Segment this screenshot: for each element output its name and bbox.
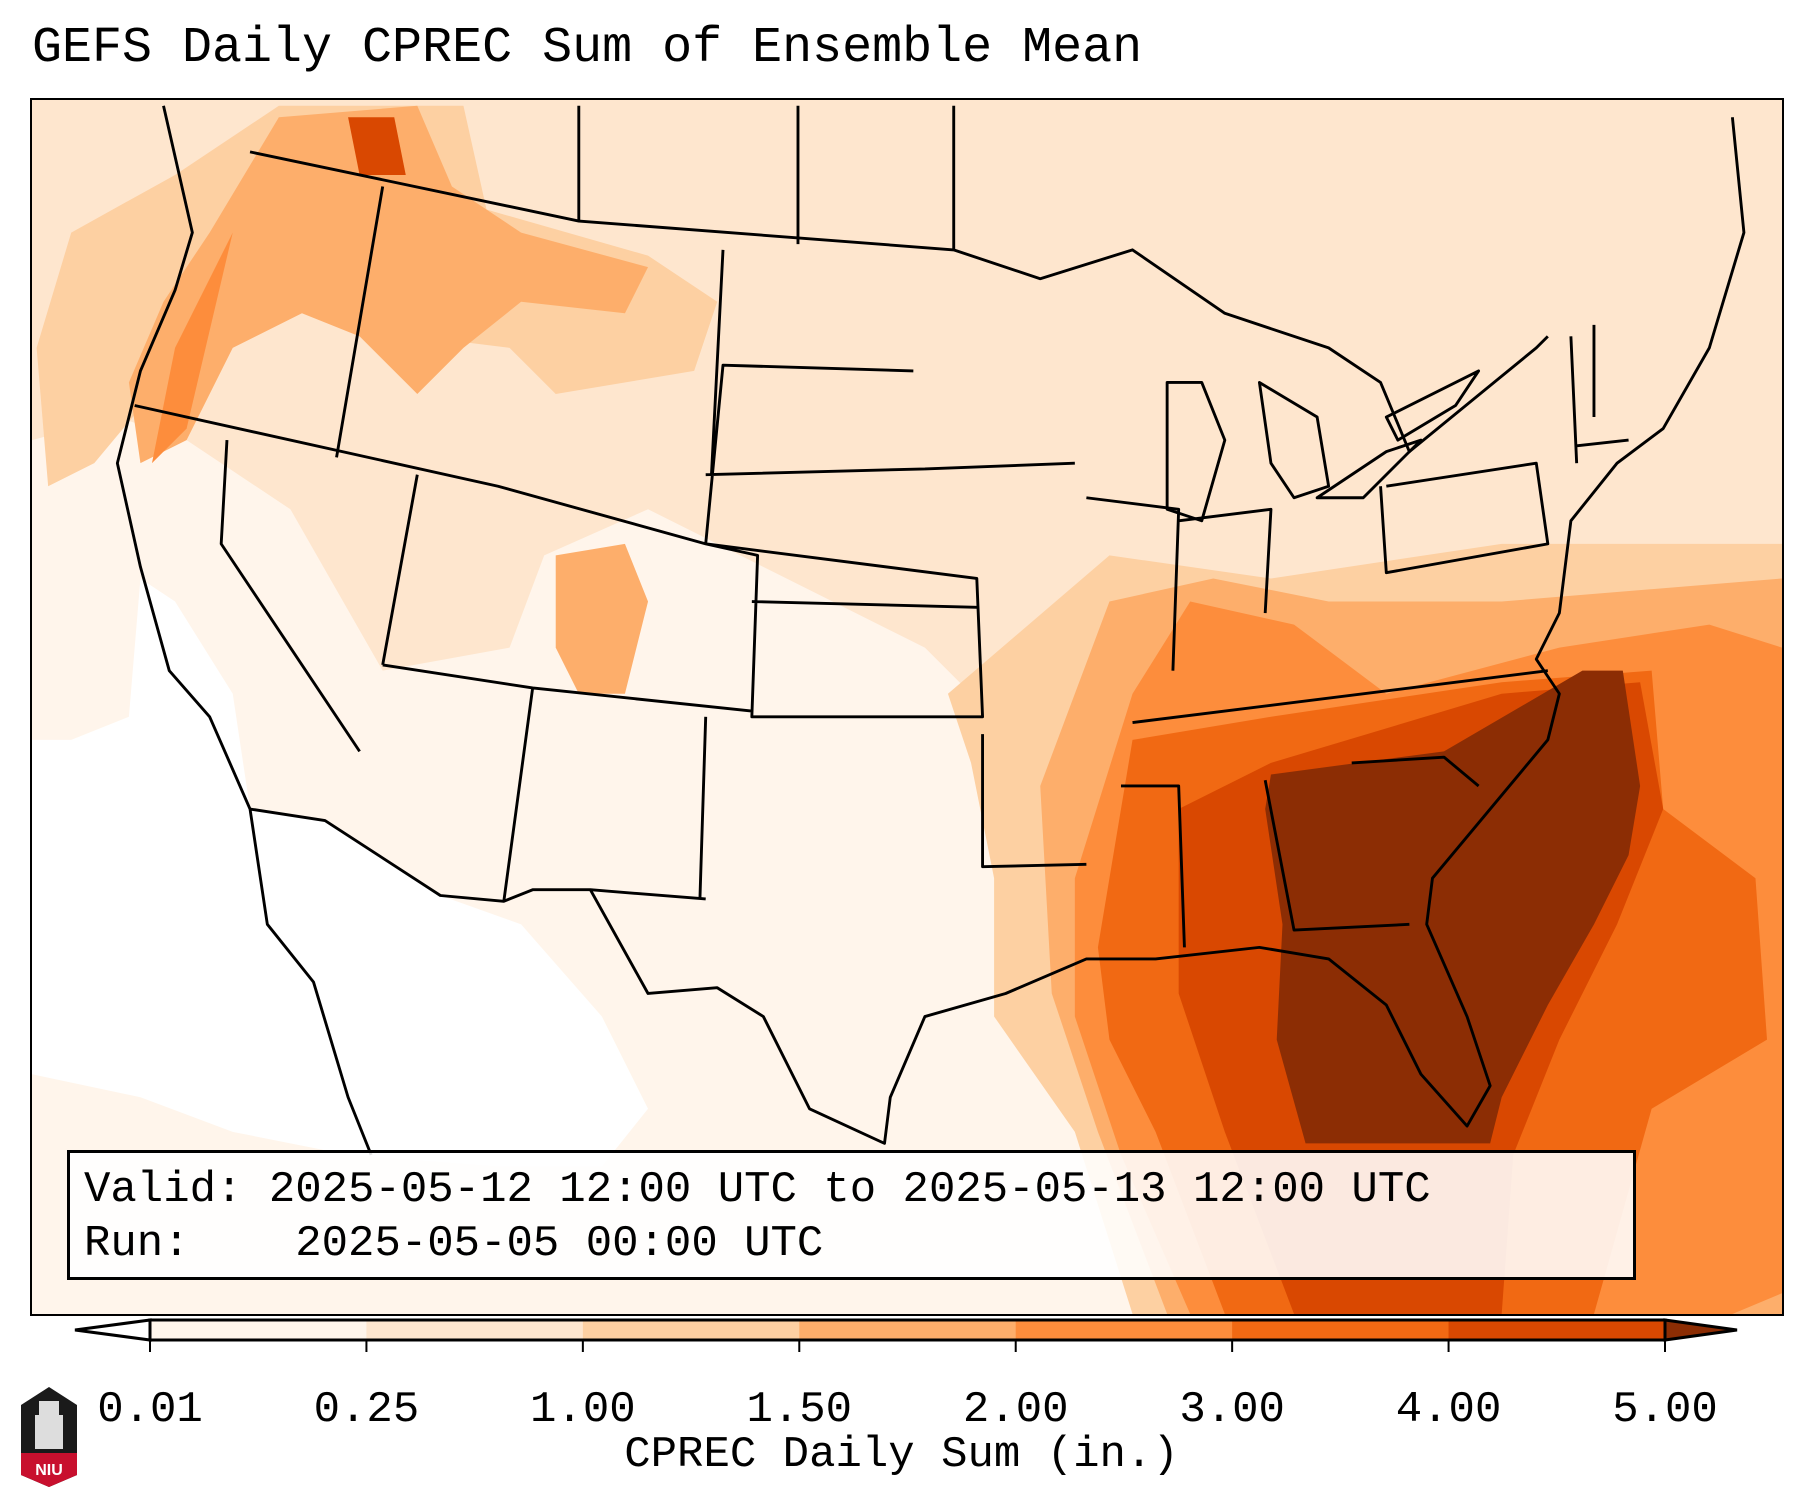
colorbar-tick-label: 2.00: [962, 1385, 1069, 1435]
svg-text:NIU: NIU: [35, 1462, 63, 1479]
map-title: GEFS Daily CPREC Sum of Ensemble Mean: [32, 20, 1143, 77]
precip-2.00-3.00-nw2: [348, 117, 406, 175]
colorbar-tick-label: 1.00: [530, 1385, 636, 1435]
colorbar-segment: [582, 1320, 800, 1340]
colorbar-segment: [366, 1320, 584, 1340]
valid-label: Valid:: [84, 1165, 243, 1215]
precip-over-5.00-se: [1265, 670, 1641, 1144]
colorbar-under-triangle: [74, 1318, 152, 1342]
colorbar-tick-label: 1.50: [746, 1385, 853, 1435]
precipitation-map: [30, 98, 1784, 1316]
colorbar-segment: [1448, 1320, 1666, 1340]
valid-value: 2025-05-12 12:00 UTC to 2025-05-13 12:00…: [268, 1165, 1431, 1215]
colorbar-label: CPREC Daily Sum (in.): [624, 1430, 1179, 1480]
colorbar-segment: [1015, 1320, 1233, 1340]
great-lakes: [1165, 369, 1481, 523]
colorbar-tick-label: 0.25: [313, 1385, 420, 1435]
colorbar-outline: [148, 1318, 1667, 1342]
colorbar-tick-label: 5.00: [1612, 1385, 1718, 1435]
precip-1.50-2.00-west: [128, 105, 649, 464]
colorbar-segment: [799, 1320, 1017, 1340]
colorbar-segment: [1232, 1320, 1450, 1340]
dry-area-southwest: [32, 578, 649, 1167]
border-canada: [249, 150, 1549, 454]
state-lines: [134, 105, 1629, 948]
run-value: 2025-05-05 00:00 UTC: [295, 1219, 824, 1269]
precip-2.00-3.00-nw: [151, 232, 233, 464]
colorbar: [74, 1318, 1738, 1352]
run-label: Run:: [84, 1219, 190, 1269]
colorbar-over-triangle: [1663, 1318, 1738, 1342]
colorbar-segment: [150, 1320, 367, 1340]
colorbar-tick-label: 4.00: [1395, 1385, 1502, 1435]
info-box: Valid: 2025-05-12 12:00 UTC to 2025-05-1…: [67, 1150, 1636, 1280]
colorbar-tick-label: 3.00: [1179, 1385, 1285, 1435]
niu-logo: NIU: [21, 1387, 77, 1487]
precip-colorado: [555, 543, 649, 694]
colorbar-tick-label: 0.01: [97, 1385, 203, 1435]
